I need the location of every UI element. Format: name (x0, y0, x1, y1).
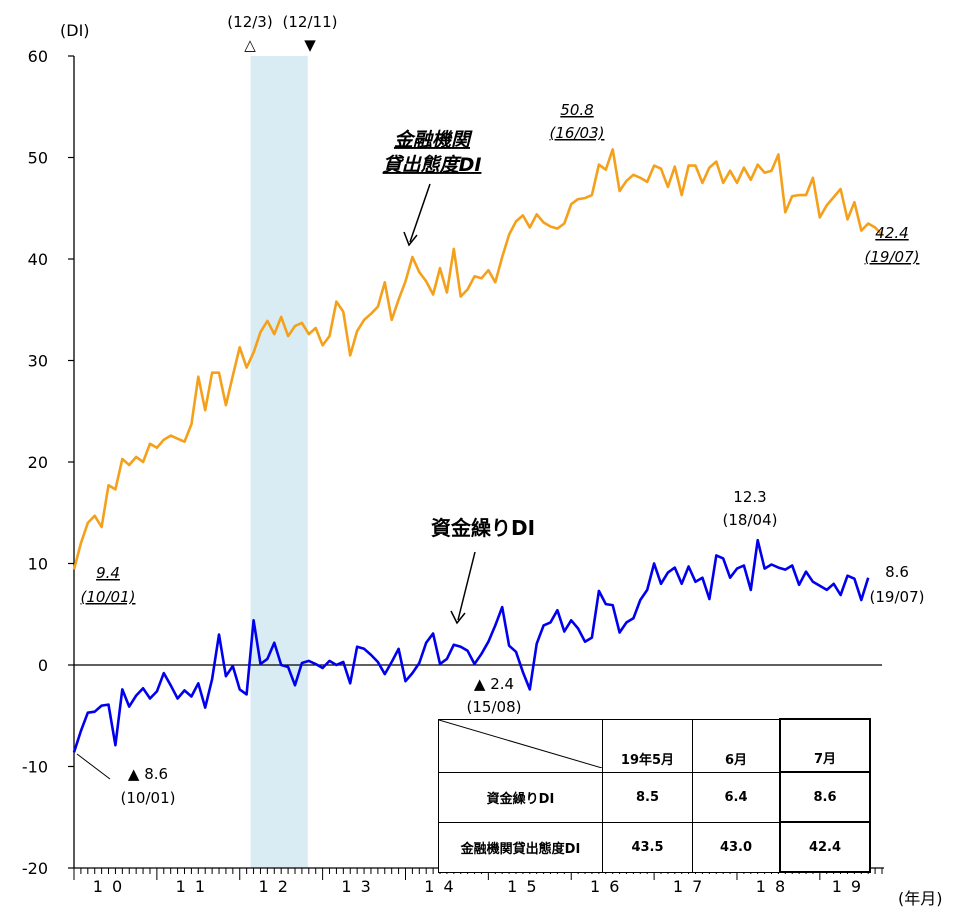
shade-end-marker: ▼ (304, 36, 316, 54)
lending-label-arrow (409, 183, 431, 243)
table-cell: 8.5 (602, 771, 693, 823)
lending-peak-date: (16/03) (550, 124, 605, 142)
lending-end-date: (19/07) (865, 248, 920, 266)
y-tick-label: 40 (28, 250, 48, 269)
table-header-cell: 6月 (692, 718, 781, 773)
table-cell: 6.4 (692, 771, 781, 823)
table-row: 資金繰りDI 8.5 6.4 8.6 (438, 771, 871, 823)
table-cell: 8.6 (779, 771, 871, 823)
y-tick-label: 50 (28, 149, 48, 168)
shade-start-marker: △ (244, 36, 256, 54)
x-tick-label: 14 (424, 877, 462, 896)
x-tick-label: 15 (507, 877, 545, 896)
series-group (72, 148, 883, 753)
lending-start-date: (10/01) (81, 588, 136, 606)
x-tick-label: 17 (673, 877, 711, 896)
table-cell: 42.4 (779, 821, 871, 873)
x-tick-label: 12 (259, 877, 297, 896)
table-header-row: 19年5月 6月 7月 (438, 718, 871, 773)
funding-series-label: 資金繰りDI (431, 516, 535, 540)
lending-attitude-di-line (72, 148, 883, 570)
table-row-label: 金融機関貸出態度DI (438, 821, 603, 873)
recession-shading (250, 56, 308, 868)
y-tick-label: 0 (38, 656, 48, 675)
lending-series-label-1: 金融機関 (394, 129, 473, 151)
funding-low-value: ▲ 2.4 (474, 675, 514, 693)
y-tick-label: 20 (28, 453, 48, 472)
table-row-label: 資金繰りDI (438, 771, 603, 823)
x-tick-label: 16 (590, 877, 628, 896)
table-corner-diagonal (439, 719, 602, 768)
funding-label-arrow (457, 551, 476, 621)
x-tick-label: 11 (176, 877, 214, 896)
funding-peak-value: 12.3 (733, 488, 766, 506)
table-cell: 43.0 (692, 821, 781, 873)
funding-end-date: (19/07) (870, 588, 925, 606)
funding-peak-date: (18/04) (723, 511, 778, 529)
x-tick-label: 19 (832, 877, 870, 896)
shade-start-label: (12/3) (227, 13, 272, 31)
table-row: 金融機関貸出態度DI 43.5 43.0 42.4 (438, 821, 871, 873)
lending-series-label-2: 貸出態度DI (383, 154, 482, 176)
funding-label-arrowhead (450, 610, 466, 625)
y-tick-label: 10 (28, 555, 48, 574)
lending-start-value: 9.4 (96, 564, 120, 582)
x-tick-label: 18 (756, 877, 794, 896)
y-axis: 60 50 40 30 20 10 0 -10 -20 (22, 47, 75, 878)
table-header-cell: 7月 (779, 718, 871, 773)
x-axis-label: (年月) (898, 889, 943, 908)
lending-peak-value: 50.8 (560, 101, 593, 119)
funding-start-date: (10/01) (121, 789, 176, 807)
funding-start-value: ▲ 8.6 (128, 765, 168, 783)
x-tick-label: 10 (93, 877, 131, 896)
table-header-cell: 19年5月 (602, 718, 693, 773)
table-cell: 43.5 (602, 821, 693, 873)
y-tick-label: -20 (22, 859, 48, 878)
lending-end-value: 42.4 (875, 224, 908, 242)
summary-table: 19年5月 6月 7月 資金繰りDI 8.5 6.4 8.6 金融機関貸出態度D… (438, 718, 871, 873)
funding-start-leader (76, 753, 111, 780)
x-tick-label: 13 (341, 877, 379, 896)
table-corner-cell (438, 718, 603, 773)
y-tick-label: -10 (22, 758, 48, 777)
y-tick-label: 30 (28, 352, 48, 371)
y-axis-label: (DI) (60, 21, 90, 40)
y-tick-label: 60 (28, 47, 48, 66)
funding-low-date: (15/08) (467, 698, 522, 716)
funding-end-value: 8.6 (885, 563, 909, 581)
lending-label-arrowhead (403, 231, 418, 247)
funding-di-line (72, 538, 870, 753)
shade-end-label: (12/11) (283, 13, 338, 31)
